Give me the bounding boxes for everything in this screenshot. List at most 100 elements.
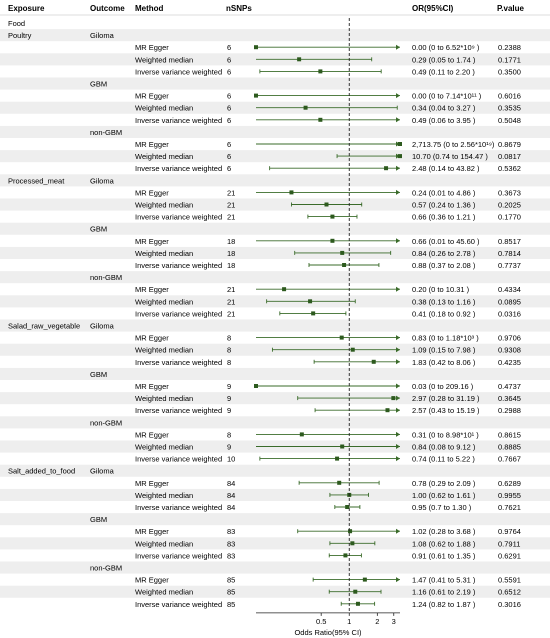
point-estimate (254, 384, 258, 388)
or-ci-value: 0.84 (0.26 to 2.78 ) (412, 249, 476, 258)
pvalue-value: 0.0316 (498, 309, 521, 318)
pvalue-value: 0.5048 (498, 116, 521, 125)
exposure-label: Processed_meat (8, 176, 65, 185)
pvalue-value: 0.2988 (498, 406, 521, 415)
row-stripe (0, 222, 550, 235)
outcome-label: GBM (90, 80, 107, 89)
method-label: Inverse variance weighted (135, 406, 222, 415)
point-estimate (342, 263, 347, 267)
or-ci-value: 0.74 (0.11 to 5.22 ) (412, 455, 475, 464)
point-estimate (330, 214, 335, 219)
point-estimate (303, 105, 308, 110)
or-ci-value: 2,713.75 (0 to 2.56*10¹⁹) (412, 140, 495, 149)
nsnps-value: 8 (227, 358, 231, 367)
pvalue-value: 0.9764 (498, 527, 521, 536)
pvalue-value: 0.4334 (498, 285, 521, 294)
or-ci-value: 0.49 (0.11 to 2.20 ) (412, 67, 475, 76)
or-ci-value: 0.00 (0 to 6.52*10⁹ ) (412, 43, 480, 52)
or-ci-value: 2.57 (0.43 to 15.19 ) (412, 406, 480, 415)
row-stripe (0, 246, 550, 259)
or-ci-value: 1.00 (0.62 to 1.61 ) (412, 491, 476, 500)
point-estimate (385, 408, 390, 413)
point-estimate (371, 359, 376, 364)
or-ci-value: 0.95 (0.7 to 1.30 ) (412, 503, 472, 512)
row-stripe (0, 150, 550, 163)
nsnps-value: 9 (227, 406, 231, 415)
nsnps-value: 21 (227, 213, 235, 222)
point-estimate (348, 529, 353, 534)
method-label: Inverse variance weighted (135, 455, 222, 464)
nsnps-value: 18 (227, 261, 235, 270)
row-stripe (0, 488, 550, 501)
nsnps-value: 18 (227, 237, 235, 246)
point-estimate (350, 541, 355, 546)
ci-arrow-right (396, 456, 400, 462)
pvalue-value: 0.7814 (498, 249, 521, 258)
point-estimate (299, 432, 304, 437)
or-ci-value: 0.66 (0.01 to 45.60 ) (412, 237, 480, 246)
point-estimate (308, 299, 313, 304)
ci-arrow-right (396, 407, 400, 413)
point-estimate (345, 505, 350, 509)
section-label-food: Food (8, 19, 25, 28)
x-tick-label: 0.5 (316, 617, 326, 626)
header-nsnps: nSNPs (226, 4, 252, 13)
x-axis: 0.5 1 2 3 (256, 612, 400, 626)
pvalue-value: 0.8517 (498, 237, 521, 246)
point-estimate (335, 456, 340, 461)
method-label: Inverse variance weighted (135, 358, 222, 367)
pvalue-value: 0.6512 (498, 588, 521, 597)
method-label: Inverse variance weighted (135, 551, 222, 560)
or-ci-value: 0.83 (0 to 1.18*10³ ) (412, 334, 479, 343)
or-ci-value: 0.24 (0.01 to 4.86 ) (412, 188, 476, 197)
or-ci-value: 2.48 (0.14 to 43.82 ) (412, 164, 480, 173)
nsnps-value: 85 (227, 588, 235, 597)
or-ci-value: 0.84 (0.08 to 9.12 ) (412, 443, 476, 452)
nsnps-value: 6 (227, 104, 231, 113)
exposure-label: Poultry (8, 31, 32, 40)
x-tick-label: 2 (375, 617, 379, 626)
point-estimate (350, 347, 355, 352)
ci-arrow-right (396, 528, 400, 534)
method-label: MR Egger (135, 285, 169, 294)
or-ci-value: 1.16 (0.61 to 2.19 ) (412, 588, 476, 597)
method-label: Weighted median (135, 249, 193, 258)
method-label: MR Egger (135, 92, 169, 101)
ci-arrow-right (396, 431, 400, 437)
nsnps-value: 6 (227, 43, 231, 52)
method-label: Weighted median (135, 152, 193, 161)
nsnps-value: 8 (227, 346, 231, 355)
or-ci-value: 1.08 (0.62 to 1.88 ) (412, 539, 476, 548)
method-label: Inverse variance weighted (135, 503, 222, 512)
pvalue-value: 0.1770 (498, 213, 521, 222)
x-tick-label: 3 (392, 617, 396, 626)
pvalue-value: 0.6291 (498, 551, 521, 560)
method-label: Weighted median (135, 201, 193, 210)
method-label: Inverse variance weighted (135, 600, 222, 609)
method-label: MR Egger (135, 140, 169, 149)
point-estimate (282, 287, 287, 292)
or-ci-value: 0.03 (0 to 209.16 ) (412, 382, 474, 391)
method-label: Weighted median (135, 104, 193, 113)
method-label: MR Egger (135, 188, 169, 197)
nsnps-value: 9 (227, 443, 231, 452)
pvalue-value: 0.3500 (498, 67, 521, 76)
point-estimate (398, 142, 402, 146)
ci-arrow-right (396, 117, 400, 123)
outcome-label: non-GBM (90, 418, 122, 427)
method-label: MR Egger (135, 382, 169, 391)
nsnps-value: 6 (227, 55, 231, 64)
or-ci-value: 2.97 (0.28 to 31.19 ) (412, 394, 480, 403)
method-label: Inverse variance weighted (135, 164, 222, 173)
pvalue-value: 0.8885 (498, 443, 521, 452)
pvalue-value: 0.0895 (498, 297, 521, 306)
header-method: Method (135, 4, 164, 13)
x-axis-label: Odds Ratio(95% CI) (294, 628, 362, 637)
pvalue-value: 0.9706 (498, 334, 521, 343)
nsnps-value: 85 (227, 576, 235, 585)
pvalue-value: 0.3645 (498, 394, 521, 403)
nsnps-value: 84 (227, 491, 235, 500)
pvalue-value: 0.0817 (498, 152, 521, 161)
ci-arrow-right (396, 44, 400, 50)
